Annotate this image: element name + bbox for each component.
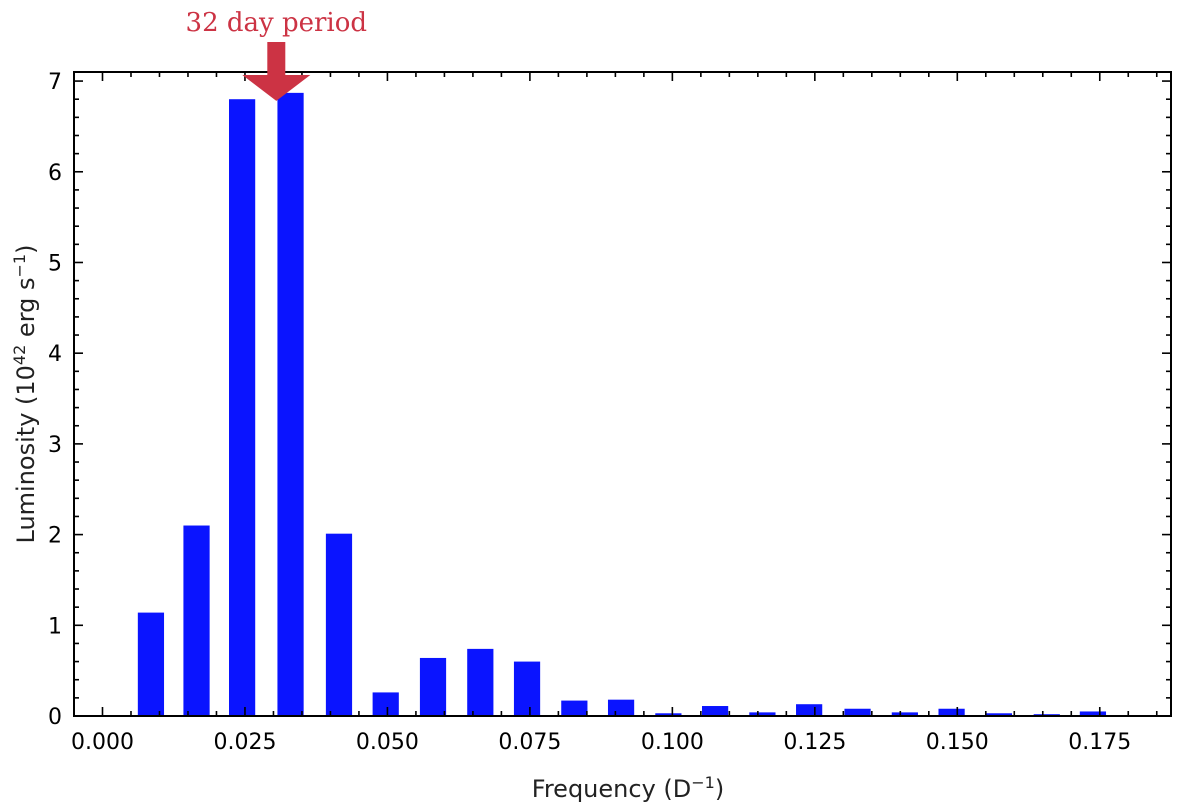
bar: [372, 692, 399, 716]
y-tick-label: 6: [48, 161, 62, 186]
bar: [419, 657, 447, 716]
x-tick-label: 0.100: [641, 730, 704, 755]
x-tick-label: 0.175: [1068, 730, 1131, 755]
y-tick-label: 0: [48, 705, 62, 730]
annotation-group: 32 day period: [186, 8, 368, 101]
bar: [985, 713, 1012, 716]
bar: [513, 661, 541, 716]
bar: [938, 708, 965, 716]
bar: [796, 704, 823, 716]
y-tick-label: 7: [48, 70, 62, 95]
bar: [561, 700, 588, 716]
bar: [702, 706, 729, 716]
bar: [183, 525, 210, 716]
bar: [891, 712, 918, 716]
bar: [229, 99, 256, 716]
x-tick-label: 0.075: [498, 730, 561, 755]
bar: [277, 92, 304, 717]
x-tick-label: 0.000: [71, 730, 134, 755]
bar: [844, 708, 871, 716]
y-tick-label: 1: [48, 614, 62, 639]
x-tick-label: 0.050: [356, 730, 419, 755]
plot-frame: [73, 71, 1172, 717]
bar: [655, 713, 682, 716]
bar: [607, 699, 635, 716]
annotation-arrow-shaft: [267, 42, 286, 76]
bar: [1079, 711, 1107, 716]
y-tick-label: 2: [48, 524, 62, 549]
annotation-arrow-head: [242, 75, 311, 101]
y-tick-label: 4: [48, 342, 62, 367]
annotation-label: 32 day period: [186, 8, 368, 38]
bar: [137, 612, 165, 716]
ticks-group: 0.000 0.025 0.050 0.075 0.100 0.125 0.150 0.175…: [48, 70, 1171, 755]
bar: [749, 712, 776, 716]
x-tick-label: 0.025: [213, 730, 276, 755]
bars-group: [137, 92, 1107, 717]
x-tick-label: 0.150: [926, 730, 989, 755]
x-axis-label: Frequency (D−1): [532, 773, 724, 803]
y-tick-label: 3: [48, 433, 62, 458]
bar: [325, 533, 353, 716]
y-axis-label: Luminosity (1042 erg s−1): [10, 245, 40, 544]
y-tick-label: 5: [48, 251, 62, 276]
bar: [467, 648, 494, 716]
x-tick-label: 0.125: [783, 730, 846, 755]
